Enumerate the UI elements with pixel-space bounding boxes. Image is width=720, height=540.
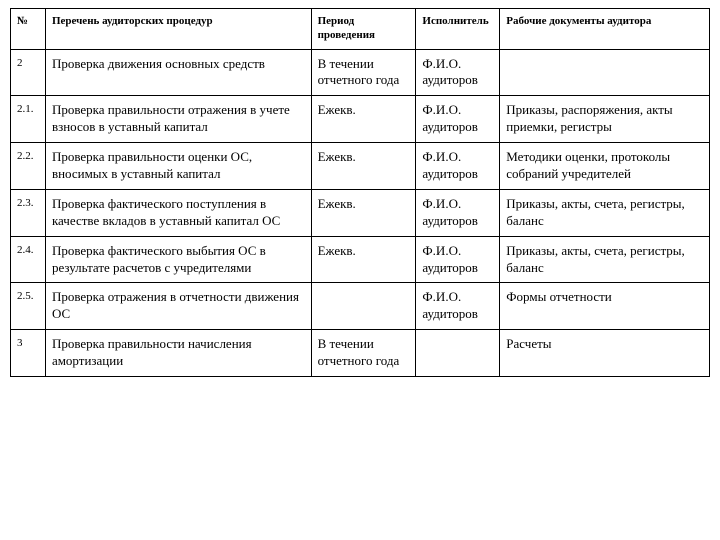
cell-period: Ежекв. bbox=[311, 96, 416, 143]
cell-num: 2.1. bbox=[11, 96, 46, 143]
cell-documents bbox=[500, 49, 710, 96]
table-row: 3 Проверка правильности начисления аморт… bbox=[11, 330, 710, 377]
cell-documents: Приказы, акты, счета, регистры, баланс bbox=[500, 189, 710, 236]
cell-num: 2.5. bbox=[11, 283, 46, 330]
cell-procedure: Проверка движения основных средств bbox=[45, 49, 311, 96]
header-row: № Перечень аудиторских процедур Период п… bbox=[11, 9, 710, 50]
table-body: 2 Проверка движения основных средств В т… bbox=[11, 49, 710, 376]
cell-executor: Ф.И.О. аудиторов bbox=[416, 49, 500, 96]
col-header-documents: Рабочие документы аудитора bbox=[500, 9, 710, 50]
cell-procedure: Проверка фактического выбытия ОС в резул… bbox=[45, 236, 311, 283]
cell-period: В течении отчетного года bbox=[311, 330, 416, 377]
cell-documents: Методики оценки, протоколы собраний учре… bbox=[500, 143, 710, 190]
cell-executor: Ф.И.О. аудиторов bbox=[416, 283, 500, 330]
cell-executor bbox=[416, 330, 500, 377]
table-row: 2.2. Проверка правильности оценки ОС, вн… bbox=[11, 143, 710, 190]
cell-procedure: Проверка правильности оценки ОС, вносимы… bbox=[45, 143, 311, 190]
cell-executor: Ф.И.О. аудиторов bbox=[416, 236, 500, 283]
cell-num: 3 bbox=[11, 330, 46, 377]
cell-procedure: Проверка правильности отражения в учете … bbox=[45, 96, 311, 143]
cell-num: 2 bbox=[11, 49, 46, 96]
cell-executor: Ф.И.О. аудиторов bbox=[416, 189, 500, 236]
cell-num: 2.3. bbox=[11, 189, 46, 236]
cell-period: Ежекв. bbox=[311, 189, 416, 236]
cell-procedure: Проверка отражения в отчетности движения… bbox=[45, 283, 311, 330]
cell-executor: Ф.И.О. аудиторов bbox=[416, 96, 500, 143]
table-row: 2.4. Проверка фактического выбытия ОС в … bbox=[11, 236, 710, 283]
cell-period bbox=[311, 283, 416, 330]
cell-documents: Расчеты bbox=[500, 330, 710, 377]
cell-procedure: Проверка фактического поступления в каче… bbox=[45, 189, 311, 236]
table-row: 2.3. Проверка фактического поступления в… bbox=[11, 189, 710, 236]
cell-period: Ежекв. bbox=[311, 143, 416, 190]
cell-documents: Формы отчетности bbox=[500, 283, 710, 330]
cell-period: Ежекв. bbox=[311, 236, 416, 283]
col-header-executor: Исполнитель bbox=[416, 9, 500, 50]
cell-documents: Приказы, акты, счета, регистры, баланс bbox=[500, 236, 710, 283]
cell-num: 2.2. bbox=[11, 143, 46, 190]
audit-procedures-table: № Перечень аудиторских процедур Период п… bbox=[10, 8, 710, 377]
table-row: 2 Проверка движения основных средств В т… bbox=[11, 49, 710, 96]
table-row: 2.5. Проверка отражения в отчетности дви… bbox=[11, 283, 710, 330]
col-header-num: № bbox=[11, 9, 46, 50]
cell-procedure: Проверка правильности начисления амортиз… bbox=[45, 330, 311, 377]
col-header-procedure: Перечень аудиторских процедур bbox=[45, 9, 311, 50]
cell-num: 2.4. bbox=[11, 236, 46, 283]
cell-executor: Ф.И.О. аудиторов bbox=[416, 143, 500, 190]
col-header-period: Период проведения bbox=[311, 9, 416, 50]
table-header: № Перечень аудиторских процедур Период п… bbox=[11, 9, 710, 50]
cell-period: В течении отчетного года bbox=[311, 49, 416, 96]
table-row: 2.1. Проверка правильности отражения в у… bbox=[11, 96, 710, 143]
cell-documents: Приказы, распоряжения, акты приемки, рег… bbox=[500, 96, 710, 143]
